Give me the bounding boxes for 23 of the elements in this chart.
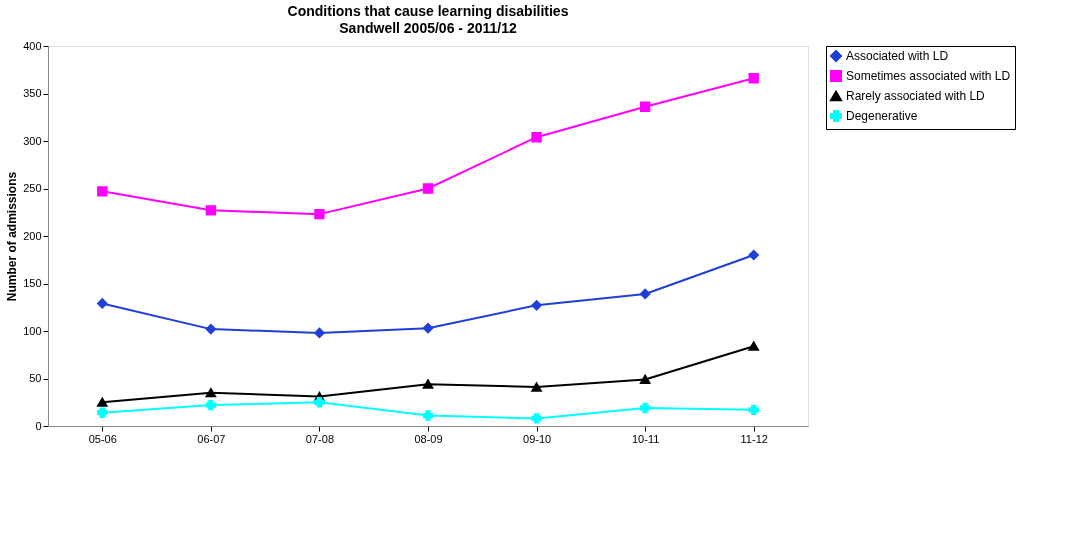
y-tick-label: 100 bbox=[23, 324, 42, 337]
x-tick-label: 09-10 bbox=[523, 432, 552, 445]
legend-label: Associated with LD bbox=[846, 49, 949, 63]
x-tick-label: 05-06 bbox=[88, 432, 117, 445]
y-tick-label: 300 bbox=[23, 134, 42, 147]
x-tick-label: 06-07 bbox=[197, 432, 226, 445]
chart-title: Conditions that cause learning disabilities bbox=[287, 3, 569, 19]
y-tick-label: 50 bbox=[29, 372, 42, 384]
y-axis-title: Number of admissions bbox=[5, 171, 20, 302]
legend-label: Sometimes associated with LD bbox=[846, 69, 1011, 83]
chart-subtitle: Sandwell 2005/06 - 2011/12 bbox=[339, 20, 517, 36]
legend-label: Degenerative bbox=[846, 109, 918, 123]
x-tick-label: 11-12 bbox=[740, 432, 768, 445]
y-tick-label: 400 bbox=[23, 39, 42, 52]
y-tick-label: 150 bbox=[23, 277, 42, 289]
y-tick-label: 0 bbox=[35, 419, 42, 432]
legend-label: Rarely associated with LD bbox=[846, 89, 986, 103]
y-tick-label: 250 bbox=[23, 182, 42, 194]
x-tick-label: 07-08 bbox=[305, 432, 334, 445]
y-tick-label: 200 bbox=[23, 229, 42, 242]
x-tick-label: 08-09 bbox=[414, 432, 443, 445]
x-tick-label: 10-11 bbox=[631, 432, 660, 445]
y-tick-label: 350 bbox=[23, 87, 42, 99]
